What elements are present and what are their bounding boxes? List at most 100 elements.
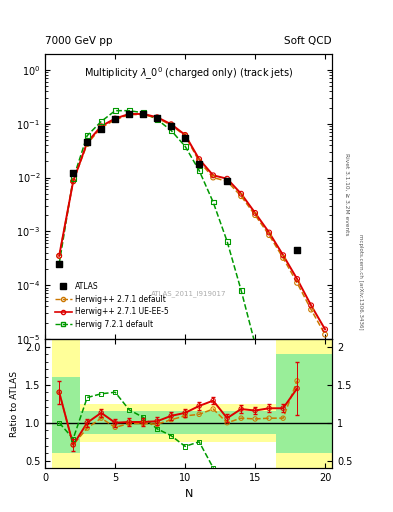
Point [112, 419, 118, 427]
Point [84, 394, 90, 402]
Point [154, 425, 160, 433]
Point [280, 251, 286, 259]
Point [168, 120, 174, 129]
Point [196, 160, 202, 168]
Point [224, 237, 230, 245]
Point [154, 114, 160, 122]
Point [182, 142, 188, 151]
Legend: ATLAS, Herwig++ 2.7.1 default, Herwig++ 2.7.1 UE-EE-5, Herwig 7.2.1 default: ATLAS, Herwig++ 2.7.1 default, Herwig++ … [52, 279, 172, 332]
Point [280, 254, 286, 262]
Point [294, 275, 300, 283]
Point [280, 464, 286, 472]
Point [238, 286, 244, 294]
Point [84, 424, 90, 432]
Point [84, 419, 90, 427]
Point [224, 175, 230, 183]
Point [294, 279, 300, 287]
Point [140, 413, 146, 421]
Point [196, 438, 202, 446]
Point [140, 111, 146, 119]
Point [84, 132, 90, 140]
Point [196, 157, 202, 165]
Point [280, 404, 286, 412]
Point [126, 419, 132, 428]
Point [252, 340, 258, 348]
Point [56, 260, 62, 268]
Point [210, 464, 216, 472]
Point [70, 177, 76, 185]
Point [98, 390, 104, 398]
Point [168, 126, 174, 135]
Text: Rivet 3.1.10, ≥ 3.2M events: Rivet 3.1.10, ≥ 3.2M events [344, 153, 349, 236]
Point [70, 435, 76, 443]
Point [182, 134, 188, 142]
Point [210, 174, 216, 182]
Point [266, 228, 272, 237]
Point [224, 177, 230, 185]
Point [126, 106, 132, 115]
Point [266, 231, 272, 239]
Point [252, 407, 258, 415]
Point [168, 122, 174, 130]
Point [280, 414, 286, 422]
Point [308, 306, 314, 314]
Point [210, 198, 216, 206]
Point [182, 132, 188, 140]
Point [56, 388, 62, 396]
Point [112, 114, 118, 122]
Point [126, 110, 132, 118]
Point [154, 115, 160, 123]
Point [98, 117, 104, 125]
Point [224, 419, 230, 427]
Point [70, 441, 76, 449]
Point [252, 209, 258, 217]
Point [196, 402, 202, 410]
Point [56, 252, 62, 260]
Point [112, 423, 118, 432]
Point [238, 414, 244, 422]
Point [140, 109, 146, 117]
Point [126, 110, 132, 118]
Point [224, 177, 230, 185]
Point [210, 405, 216, 413]
Point [154, 114, 160, 122]
Point [140, 419, 146, 428]
Point [182, 412, 188, 420]
Point [182, 442, 188, 451]
Point [210, 396, 216, 404]
Text: ATLAS_2011_I919017: ATLAS_2011_I919017 [151, 290, 226, 296]
Point [294, 385, 300, 393]
Point [56, 252, 62, 260]
Point [126, 111, 132, 119]
Text: mcplots.cern.ch [arXiv:1306.3436]: mcplots.cern.ch [arXiv:1306.3436] [358, 234, 363, 329]
X-axis label: N: N [184, 489, 193, 499]
Point [84, 138, 90, 146]
Point [154, 417, 160, 425]
Point [140, 418, 146, 426]
Point [112, 388, 118, 396]
Point [308, 301, 314, 309]
Point [84, 140, 90, 148]
Point [154, 113, 160, 121]
Point [112, 106, 118, 115]
Point [168, 432, 174, 440]
Point [252, 211, 258, 219]
Point [210, 171, 216, 179]
Point [98, 409, 104, 417]
Point [56, 388, 62, 396]
Point [238, 192, 244, 200]
Point [126, 406, 132, 414]
Point [294, 246, 300, 254]
Point [98, 125, 104, 133]
Point [70, 175, 76, 183]
Point [322, 325, 328, 333]
Point [182, 131, 188, 139]
Point [238, 405, 244, 413]
Point [112, 116, 118, 124]
Point [56, 419, 62, 427]
Point [70, 169, 76, 177]
Point [168, 121, 174, 129]
Point [168, 416, 174, 424]
Point [98, 123, 104, 132]
Point [224, 414, 230, 422]
